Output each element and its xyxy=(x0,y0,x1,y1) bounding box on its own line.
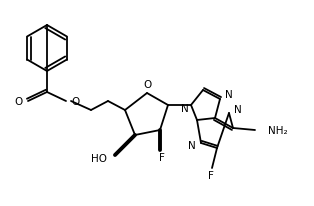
Text: O: O xyxy=(71,97,79,107)
Text: N: N xyxy=(234,105,242,115)
Text: N: N xyxy=(181,104,189,114)
Text: F: F xyxy=(159,153,165,163)
Text: N: N xyxy=(188,141,196,151)
Text: HO: HO xyxy=(91,154,107,164)
Text: O: O xyxy=(15,97,23,107)
Text: N: N xyxy=(225,90,233,100)
Text: O: O xyxy=(144,80,152,90)
Text: NH₂: NH₂ xyxy=(268,126,288,136)
Text: F: F xyxy=(208,171,214,181)
